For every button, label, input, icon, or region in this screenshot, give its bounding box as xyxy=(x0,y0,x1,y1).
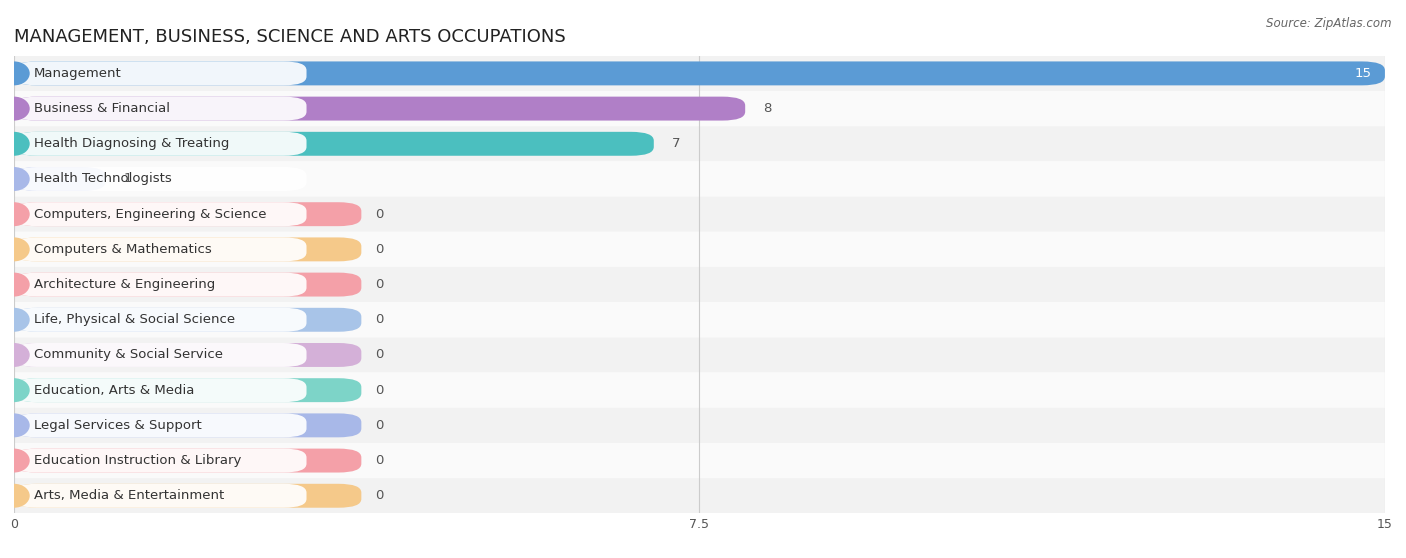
FancyBboxPatch shape xyxy=(14,308,361,332)
FancyBboxPatch shape xyxy=(14,302,1385,338)
FancyBboxPatch shape xyxy=(14,378,361,402)
FancyBboxPatch shape xyxy=(14,343,361,367)
Text: 0: 0 xyxy=(375,278,384,291)
Ellipse shape xyxy=(0,167,30,191)
FancyBboxPatch shape xyxy=(14,478,1385,513)
Text: 8: 8 xyxy=(763,102,772,115)
Text: 0: 0 xyxy=(375,384,384,397)
Text: 0: 0 xyxy=(375,313,384,326)
Text: Education, Arts & Media: Education, Arts & Media xyxy=(34,384,194,397)
FancyBboxPatch shape xyxy=(14,167,105,191)
FancyBboxPatch shape xyxy=(14,484,361,508)
Text: Health Technologists: Health Technologists xyxy=(34,172,172,185)
FancyBboxPatch shape xyxy=(14,232,1385,267)
Text: 0: 0 xyxy=(375,243,384,256)
FancyBboxPatch shape xyxy=(14,56,1385,91)
Ellipse shape xyxy=(0,378,30,402)
Text: Source: ZipAtlas.com: Source: ZipAtlas.com xyxy=(1267,17,1392,30)
Text: Community & Social Service: Community & Social Service xyxy=(34,349,224,362)
FancyBboxPatch shape xyxy=(14,449,307,473)
FancyBboxPatch shape xyxy=(14,308,307,332)
FancyBboxPatch shape xyxy=(14,61,307,85)
Text: Education Instruction & Library: Education Instruction & Library xyxy=(34,454,242,467)
Ellipse shape xyxy=(0,273,30,296)
Text: Computers, Engineering & Science: Computers, Engineering & Science xyxy=(34,208,267,220)
FancyBboxPatch shape xyxy=(14,413,361,437)
Text: Health Diagnosing & Treating: Health Diagnosing & Treating xyxy=(34,137,229,150)
Ellipse shape xyxy=(0,61,30,85)
FancyBboxPatch shape xyxy=(14,132,307,156)
FancyBboxPatch shape xyxy=(14,237,307,261)
FancyBboxPatch shape xyxy=(14,126,1385,161)
Text: 0: 0 xyxy=(375,208,384,220)
Ellipse shape xyxy=(0,97,30,121)
Text: 0: 0 xyxy=(375,419,384,432)
Ellipse shape xyxy=(0,484,30,508)
Ellipse shape xyxy=(0,413,30,437)
Ellipse shape xyxy=(0,202,30,226)
FancyBboxPatch shape xyxy=(14,132,654,156)
Text: Management: Management xyxy=(34,67,122,80)
FancyBboxPatch shape xyxy=(14,373,1385,408)
Text: Arts, Media & Entertainment: Arts, Media & Entertainment xyxy=(34,489,225,502)
Text: 0: 0 xyxy=(375,454,384,467)
FancyBboxPatch shape xyxy=(14,267,1385,302)
FancyBboxPatch shape xyxy=(14,196,1385,232)
FancyBboxPatch shape xyxy=(14,343,307,367)
Text: MANAGEMENT, BUSINESS, SCIENCE AND ARTS OCCUPATIONS: MANAGEMENT, BUSINESS, SCIENCE AND ARTS O… xyxy=(14,28,565,46)
FancyBboxPatch shape xyxy=(14,443,1385,478)
FancyBboxPatch shape xyxy=(14,167,307,191)
Text: Business & Financial: Business & Financial xyxy=(34,102,170,115)
FancyBboxPatch shape xyxy=(14,61,1385,85)
FancyBboxPatch shape xyxy=(14,97,745,121)
Ellipse shape xyxy=(0,308,30,332)
Text: 0: 0 xyxy=(375,349,384,362)
FancyBboxPatch shape xyxy=(14,408,1385,443)
Ellipse shape xyxy=(0,343,30,367)
FancyBboxPatch shape xyxy=(14,202,307,226)
FancyBboxPatch shape xyxy=(14,338,1385,373)
FancyBboxPatch shape xyxy=(14,237,361,261)
Text: 7: 7 xyxy=(672,137,681,150)
Text: 1: 1 xyxy=(124,172,132,185)
FancyBboxPatch shape xyxy=(14,449,361,473)
FancyBboxPatch shape xyxy=(14,273,307,296)
Ellipse shape xyxy=(0,449,30,473)
Text: Legal Services & Support: Legal Services & Support xyxy=(34,419,202,432)
Text: 15: 15 xyxy=(1354,67,1371,80)
FancyBboxPatch shape xyxy=(14,273,361,296)
FancyBboxPatch shape xyxy=(14,161,1385,196)
Ellipse shape xyxy=(0,237,30,261)
Text: Life, Physical & Social Science: Life, Physical & Social Science xyxy=(34,313,235,326)
Ellipse shape xyxy=(0,132,30,156)
FancyBboxPatch shape xyxy=(14,378,307,402)
Text: Computers & Mathematics: Computers & Mathematics xyxy=(34,243,212,256)
Text: 0: 0 xyxy=(375,489,384,502)
Text: Architecture & Engineering: Architecture & Engineering xyxy=(34,278,215,291)
FancyBboxPatch shape xyxy=(14,97,307,121)
FancyBboxPatch shape xyxy=(14,91,1385,126)
FancyBboxPatch shape xyxy=(14,202,361,226)
FancyBboxPatch shape xyxy=(14,484,307,508)
FancyBboxPatch shape xyxy=(14,413,307,437)
